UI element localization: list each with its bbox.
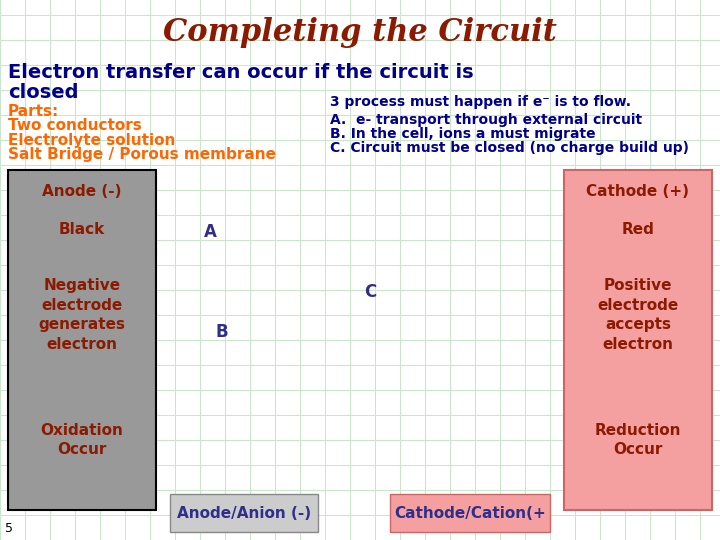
Text: Positive
electrode
accepts
electron: Positive electrode accepts electron — [598, 278, 679, 352]
Text: Parts:: Parts: — [8, 105, 59, 119]
Text: Negative
electrode
generates
electron: Negative electrode generates electron — [38, 278, 125, 352]
Text: 5: 5 — [5, 522, 13, 535]
Text: A: A — [204, 223, 217, 241]
Text: B. In the cell, ions a must migrate: B. In the cell, ions a must migrate — [330, 127, 595, 141]
Text: C: C — [364, 283, 376, 301]
Text: A.  e- transport through external circuit: A. e- transport through external circuit — [330, 113, 642, 127]
Text: Reduction
Occur: Reduction Occur — [595, 423, 681, 457]
Text: Anode (-): Anode (-) — [42, 185, 122, 199]
Text: B: B — [216, 323, 228, 341]
Text: Cathode/Cation(+: Cathode/Cation(+ — [394, 505, 546, 521]
Text: Electrolyte solution: Electrolyte solution — [8, 132, 176, 147]
FancyBboxPatch shape — [390, 494, 550, 532]
Text: Anode/Anion (-): Anode/Anion (-) — [177, 505, 311, 521]
Text: Salt Bridge / Porous membrane: Salt Bridge / Porous membrane — [8, 146, 276, 161]
Text: Cathode (+): Cathode (+) — [587, 185, 690, 199]
Text: Completing the Circuit: Completing the Circuit — [163, 17, 557, 48]
Text: Black: Black — [59, 222, 105, 238]
Text: 3 process must happen if e⁻ is to flow.: 3 process must happen if e⁻ is to flow. — [330, 95, 631, 109]
FancyBboxPatch shape — [170, 494, 318, 532]
Text: Electron transfer can occur if the circuit is: Electron transfer can occur if the circu… — [8, 63, 474, 82]
Text: Red: Red — [621, 222, 654, 238]
Text: Two conductors: Two conductors — [8, 118, 142, 133]
FancyBboxPatch shape — [564, 170, 712, 510]
Text: closed: closed — [8, 83, 78, 102]
FancyBboxPatch shape — [8, 170, 156, 510]
Text: C. Circuit must be closed (no charge build up): C. Circuit must be closed (no charge bui… — [330, 141, 689, 155]
Text: Oxidation
Occur: Oxidation Occur — [40, 423, 123, 457]
